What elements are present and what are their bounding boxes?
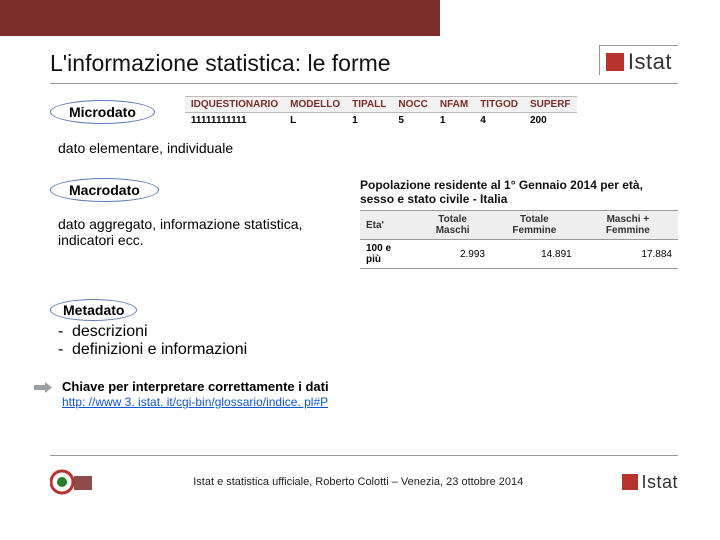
metadato-item-2: -definizioni e informazioni — [58, 341, 678, 359]
mcol-femmine: Totale Femmine — [491, 211, 578, 240]
col-tipall: TIPALL — [346, 97, 392, 113]
macrodato-row: 100 e più 2.993 14.891 17.884 — [360, 240, 678, 269]
col-nfam: NFAM — [434, 97, 474, 113]
macrodato-table-block: Popolazione residente al 1° Gennaio 2014… — [360, 178, 678, 269]
footer: Istat e statistica ufficiale, Roberto Co… — [50, 455, 678, 498]
macrodato-heading: Macrodato — [50, 178, 159, 202]
section-macrodato: Macrodato dato aggregato, informazione s… — [50, 178, 678, 269]
macrodato-table: Eta' Totale Maschi Totale Femmine Maschi… — [360, 210, 678, 269]
col-nocc: NOCC — [392, 97, 433, 113]
col-modello: MODELLO — [284, 97, 346, 113]
macrodato-table-title: Popolazione residente al 1° Gennaio 2014… — [360, 178, 678, 206]
section-metadato: Metadato -descrizioni -definizioni e inf… — [50, 299, 678, 359]
mcol-maschi: Totale Maschi — [414, 211, 491, 240]
istat-logo-text-small: Istat — [641, 472, 678, 493]
metadato-item-1: -descrizioni — [58, 323, 678, 341]
giornata-logo-icon — [50, 466, 94, 498]
chiave-bold: Chiave per interpretare correttamente i … — [62, 379, 329, 394]
logo-istat: Istat — [599, 45, 678, 75]
chiave-link[interactable]: http: //www 3. istat. it/cgi-bin/glossar… — [62, 395, 328, 409]
microdato-desc: dato elementare, individuale — [58, 140, 678, 156]
arrow-right-icon — [34, 382, 52, 393]
mcol-totale: Maschi + Femmine — [578, 211, 678, 240]
col-idq: IDQUESTIONARIO — [185, 97, 284, 113]
microdato-table: IDQUESTIONARIO MODELLO TIPALL NOCC NFAM … — [185, 96, 577, 128]
col-titgod: TITGOD — [474, 97, 524, 113]
istat-square-icon — [606, 53, 624, 71]
header: L'informazione statistica: le forme Ista… — [50, 42, 678, 84]
footer-logo: Istat — [622, 472, 678, 493]
microdato-row: 11111111111 L 1 5 1 4 200 — [185, 113, 577, 129]
metadato-list: -descrizioni -definizioni e informazioni — [58, 323, 678, 359]
microdato-heading: Microdato — [50, 100, 155, 124]
chiave-row: Chiave per interpretare correttamente i … — [34, 379, 678, 409]
page-title: L'informazione statistica: le forme — [50, 50, 391, 77]
col-superf: SUPERF — [524, 97, 577, 113]
content: Microdato IDQUESTIONARIO MODELLO TIPALL … — [50, 96, 678, 409]
macrodato-desc: dato aggregato, informazione statistica,… — [58, 216, 350, 248]
metadato-heading: Metadato — [50, 299, 137, 321]
top-stripe — [0, 0, 440, 36]
istat-logo-text: Istat — [628, 49, 672, 75]
section-microdato: Microdato IDQUESTIONARIO MODELLO TIPALL … — [50, 96, 678, 156]
footer-text: Istat e statistica ufficiale, Roberto Co… — [193, 476, 523, 488]
istat-square-icon-small — [622, 474, 638, 490]
mcol-eta: Eta' — [360, 211, 414, 240]
chiave-text: Chiave per interpretare correttamente i … — [62, 379, 329, 409]
